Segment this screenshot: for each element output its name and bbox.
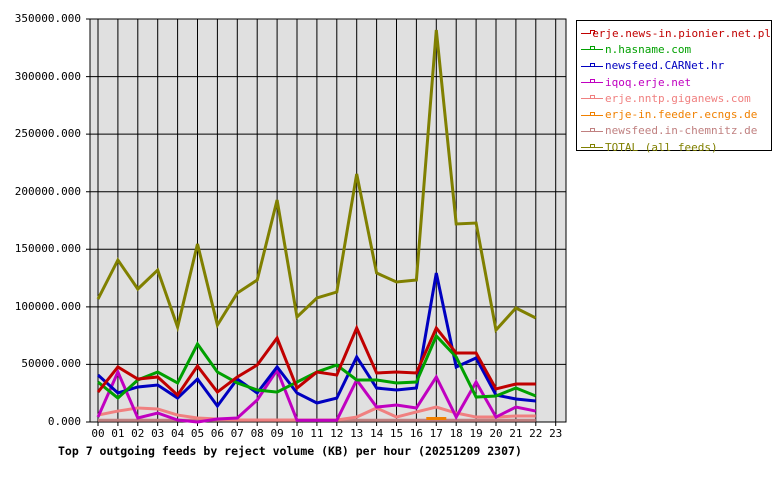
x-tick-label: 09: [270, 427, 284, 440]
legend-item: newsfeed.in-chemnitz.de: [577, 123, 771, 139]
series-line: [96, 272, 536, 409]
line-marker-icon: [581, 79, 603, 85]
legend: erje.news-in.pionier.net.pl n.hasname.co…: [576, 20, 772, 154]
line-marker-icon: [581, 95, 603, 101]
y-tick-label: 0.000: [47, 415, 81, 428]
legend-item: erje-in.feeder.ecngs.de: [577, 106, 771, 122]
line-marker-icon: [581, 46, 603, 52]
line-marker-icon: [581, 127, 603, 134]
legend-label: newsfeed.CARNet.hr: [605, 59, 725, 73]
series-line: [96, 29, 537, 334]
x-tick-label: 17: [429, 427, 443, 440]
legend-item: iqoq.erje.net: [577, 74, 771, 90]
legend-label: erje.nntp.giganews.com: [605, 91, 751, 105]
x-tick-label: 08: [250, 427, 264, 440]
series-line: [96, 324, 536, 398]
x-tick-label: 12: [330, 427, 344, 440]
y-tick-label: 200000.000: [14, 184, 81, 198]
x-tick-label: 21: [509, 427, 523, 440]
x-tick-label: 06: [210, 427, 225, 440]
legend-item: TOTAL (all feeds): [577, 139, 771, 155]
x-tick-label: 20: [489, 427, 503, 440]
y-tick-label: 350000.000: [14, 12, 81, 25]
legend-label: erje.news-in.pionier.net.pl: [592, 26, 771, 40]
legend-label: erje-in.feeder.ecngs.de: [605, 108, 758, 122]
x-tick-label: 04: [170, 427, 185, 440]
x-tick-label: 07: [230, 427, 244, 440]
legend-label: TOTAL (all feeds): [605, 140, 718, 154]
y-tick-label: 250000.000: [14, 127, 81, 141]
x-tick-label: 02: [131, 427, 145, 440]
legend-item: erje.news-in.pionier.net.pl: [577, 25, 771, 41]
x-tick-label: 23: [549, 427, 563, 440]
legend-item: n.hasname.com: [577, 41, 771, 57]
legend-label: iqoq.erje.net: [605, 75, 692, 89]
y-tick-label: 300000.000: [14, 69, 81, 83]
x-tick-label: 18: [449, 427, 463, 440]
x-tick-label: 10: [290, 427, 304, 440]
line-marker-icon: [581, 111, 603, 118]
line-marker-icon: [581, 62, 603, 69]
series-line: [96, 366, 537, 424]
x-tick-label: 13: [350, 427, 364, 440]
plot-area: [89, 18, 567, 423]
line-marker-icon: [581, 30, 596, 36]
x-tick-label: 14: [369, 427, 384, 440]
y-tick-label: 50000.000: [21, 357, 81, 371]
line-marker-icon: [581, 144, 603, 150]
y-tick-label: 100000.000: [14, 299, 81, 313]
x-tick-label: 05: [190, 427, 205, 440]
x-tick-label: 15: [389, 427, 404, 440]
x-tick-label: 22: [529, 427, 543, 440]
y-tick-label: 150000.000: [14, 242, 81, 256]
series-lines: [96, 29, 537, 424]
x-tick-label: 00: [91, 427, 105, 440]
x-tick-label: 16: [409, 427, 424, 440]
x-tick-label: 19: [469, 427, 483, 440]
chart-title: Top 7 outgoing feeds by reject volume (K…: [58, 444, 522, 458]
legend-label: n.hasname.com: [605, 42, 692, 56]
legend-label: newsfeed.in-chemnitz.de: [605, 124, 758, 138]
x-tick-label: 01: [111, 427, 125, 440]
x-tick-label: 03: [151, 427, 165, 440]
x-tick-label: 11: [310, 427, 324, 440]
legend-item: erje.nntp.giganews.com: [577, 90, 771, 106]
legend-item: newsfeed.CARNet.hr: [577, 58, 771, 74]
